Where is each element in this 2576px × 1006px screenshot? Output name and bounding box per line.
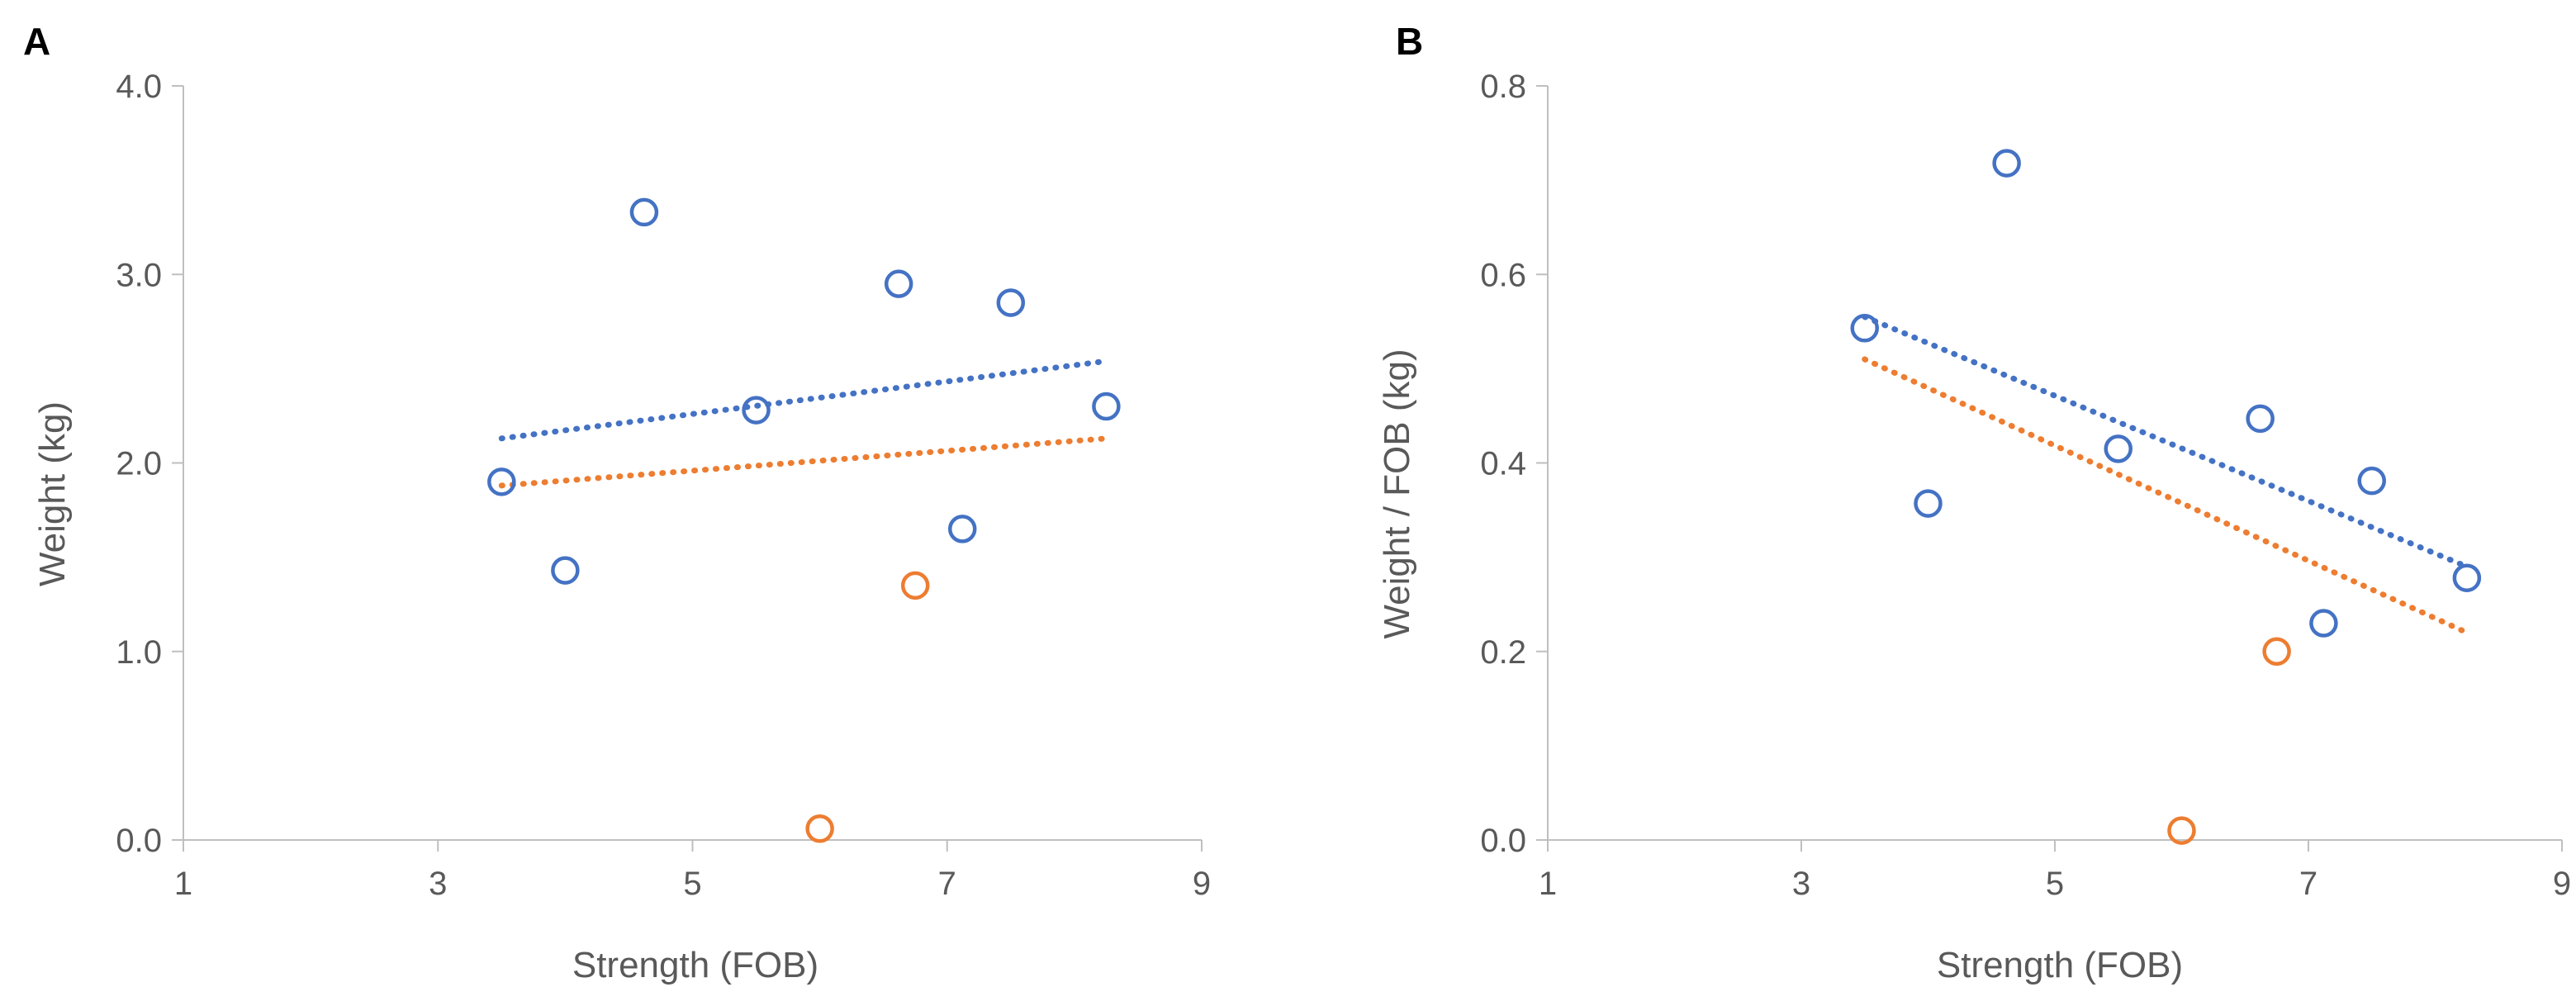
y-tick-label-a: 1.0 (116, 634, 162, 671)
y-tick-label-a: 0.0 (116, 823, 162, 859)
blue-data-point-b (2104, 434, 2132, 463)
blue-data-point-a (629, 197, 659, 227)
x-tick-label-b: 5 (2046, 866, 2064, 902)
y-tick-label-a: 3.0 (116, 257, 162, 293)
blue-data-point-b (2246, 404, 2275, 434)
blue-data-point-a (551, 556, 580, 585)
x-axis-title-a: Strength (FOB) (572, 945, 818, 985)
blue-data-point-b (1914, 489, 1943, 518)
blue-trendline-b (1862, 314, 2470, 570)
y-tick-label-b: 0.2 (1480, 634, 1526, 671)
blue-data-point-a (884, 269, 913, 298)
y-tick-label-a: 2.0 (116, 446, 162, 482)
panel-label-b: B (1396, 20, 1423, 63)
orange-trendline-b (1862, 356, 2470, 636)
blue-data-point-a (742, 396, 771, 425)
blue-trendline-a (498, 358, 1109, 442)
blue-data-point-b (2309, 609, 2338, 638)
x-tick-label-a: 9 (1193, 866, 1211, 902)
chart-panel-b: B Strength (FOB) Weight / FOB (kg) 0.0 0.… (1377, 20, 2571, 985)
blue-data-point-a (996, 288, 1026, 317)
blue-data-point-b (2357, 466, 2386, 496)
x-tick-label-a: 7 (938, 866, 956, 902)
x-tick-label-b: 7 (2299, 866, 2317, 902)
blue-data-point-a (1092, 391, 1121, 421)
blue-data-point-b (2452, 563, 2482, 592)
blue-data-point-a (947, 515, 977, 543)
panel-label-a: A (23, 20, 50, 63)
orange-data-point-a (900, 571, 930, 600)
chart-panel-a: A Strength (FOB) Weight (kg) 0.0 1.0 2.0 3.… (23, 20, 1211, 985)
y-tick-label-b: 0.8 (1480, 69, 1526, 105)
y-axis-title-b: Weight / FOB (kg) (1377, 349, 1417, 638)
y-tick-label-b: 0.6 (1480, 257, 1526, 293)
blue-data-point-b (1850, 314, 1879, 343)
orange-trendline-a (498, 435, 1109, 489)
blue-data-point-a (487, 467, 516, 496)
orange-data-point-b (2262, 637, 2291, 666)
x-axis-title-b: Strength (FOB) (1937, 945, 2183, 985)
x-tick-label-a: 5 (683, 866, 701, 902)
x-tick-label-a: 1 (174, 866, 192, 902)
x-tick-label-b: 9 (2553, 866, 2571, 902)
y-axis-title-a: Weight (kg) (32, 401, 73, 586)
x-tick-label-b: 1 (1539, 866, 1557, 902)
y-tick-label-a: 4.0 (116, 69, 162, 105)
blue-data-point-b (1992, 149, 2021, 178)
x-tick-label-a: 3 (429, 866, 447, 902)
x-tick-label-b: 3 (1792, 866, 1810, 902)
y-tick-label-b: 0.4 (1480, 446, 1526, 482)
y-tick-label-b: 0.0 (1480, 823, 1526, 859)
orange-data-point-a (805, 814, 834, 843)
orange-data-point-b (2167, 816, 2196, 845)
